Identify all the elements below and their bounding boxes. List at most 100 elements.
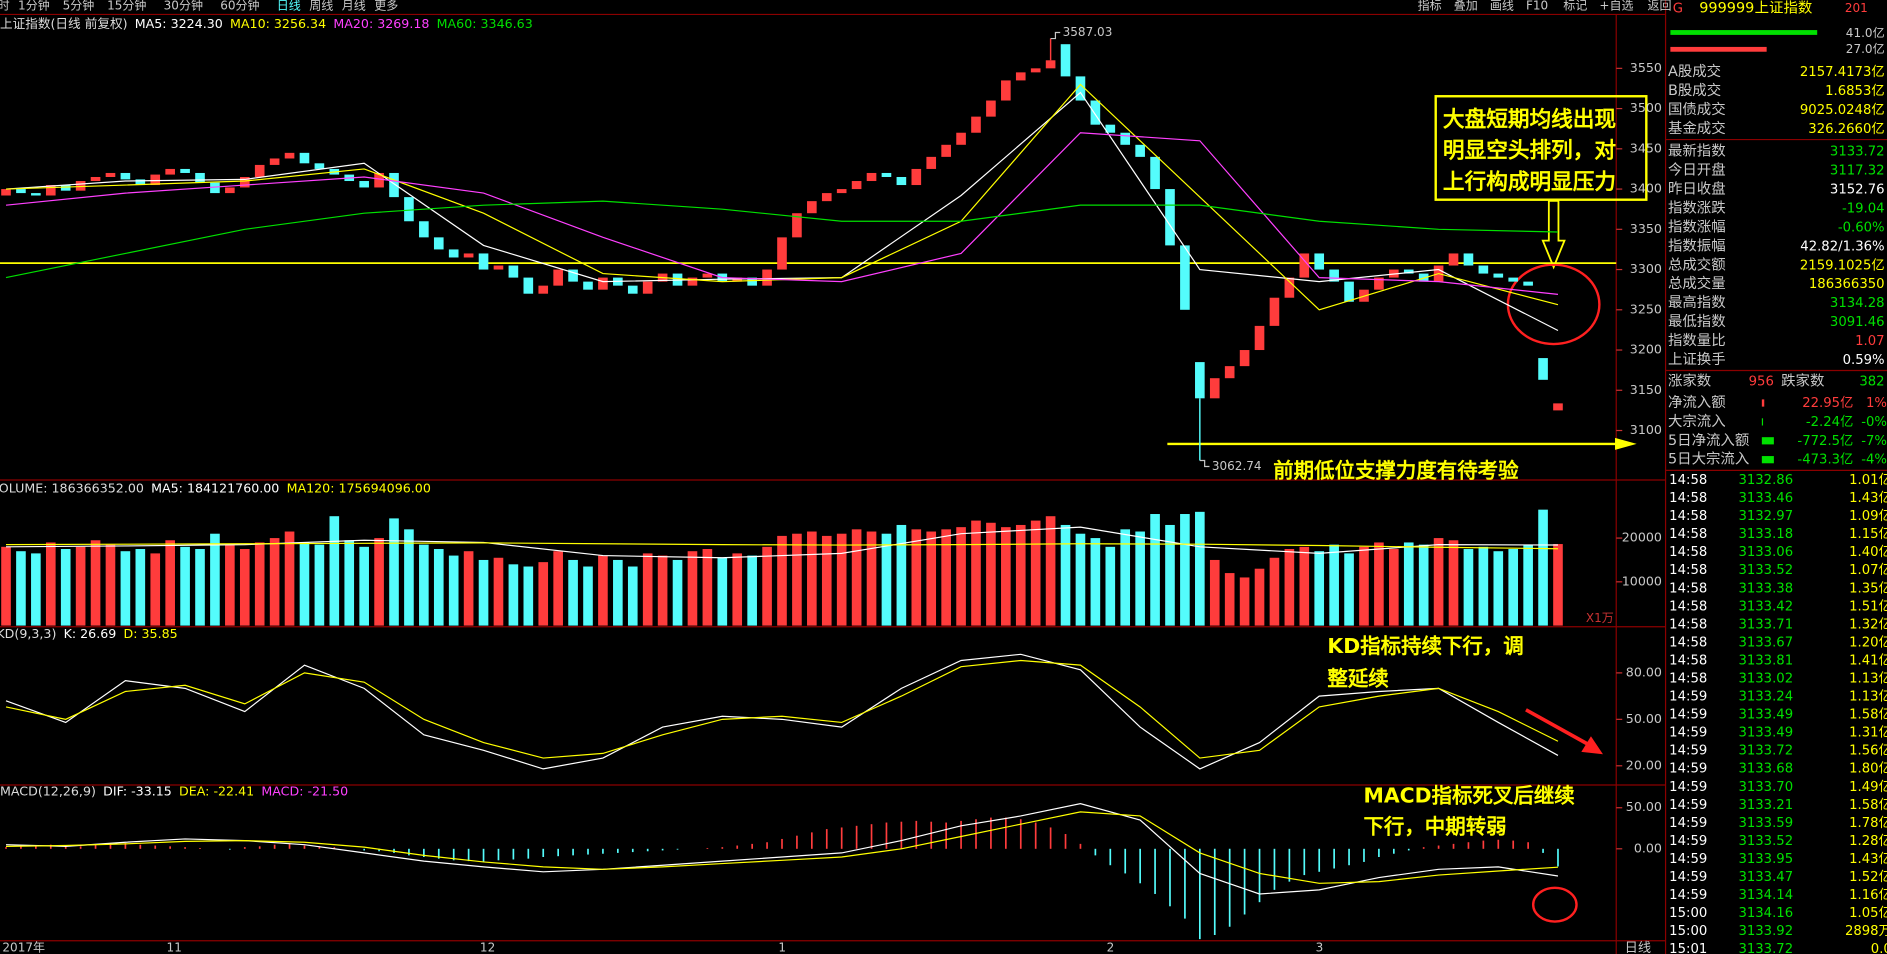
y-tick-label: 20000 [1622,530,1662,545]
candle-body [1224,366,1235,379]
tick-time: 14:59 [1669,726,1707,741]
candle-body [120,172,131,180]
candle-body [1120,132,1131,145]
flow-pct: -7% [1861,434,1887,449]
period-tab[interactable]: 分时 [0,0,10,13]
volume-bar [1165,524,1175,626]
volume-bar [672,559,683,626]
breadth-value: 382 [1859,374,1884,389]
y-tick-label: 3150 [1630,382,1662,397]
volume-bar [732,553,743,626]
tool-button[interactable]: 返回 [1648,0,1672,13]
candle-body [553,269,563,286]
circle [1531,886,1578,923]
annotation-text: 明显空头排列，对 [1443,138,1617,164]
volume-bar [45,542,56,626]
tick-time: 14:58 [1669,635,1707,650]
tick-time: 14:58 [1669,563,1707,578]
stat-value: 3091.46 [1830,315,1885,330]
arrow-head [1581,736,1603,755]
tick-price: 3133.18 [1738,527,1793,542]
stock-code: 999999 [1699,0,1754,16]
volume-bar [329,516,340,626]
volume-bar [1523,544,1533,626]
tick-volume: 1.01亿 [1849,472,1887,488]
stat-value: 1.07 [1855,334,1884,349]
volume-bar [1374,542,1384,626]
volume-bar [225,544,235,626]
period-tab[interactable]: 更多 [374,0,398,13]
tick-price: 3133.95 [1738,852,1793,867]
tool-button[interactable]: +自选 [1599,0,1633,13]
stat-value: 3152.76 [1830,182,1885,197]
stat-label: 今日开盘 [1668,161,1726,179]
tick-time: 14:59 [1669,852,1707,867]
candle-body [284,152,295,159]
period-label: 日线 [1625,940,1651,954]
tick-volume: 1.52亿 [1849,869,1887,885]
candle-body [777,237,787,270]
tick-price: 3133.24 [1738,690,1793,705]
tick-volume: 1.09亿 [1849,508,1887,524]
candle-body [448,249,459,258]
tool-button[interactable]: 叠加 [1454,0,1478,13]
flow-value: -473.3亿 [1797,452,1853,468]
candle-body [986,100,996,117]
stat-value: 2157.4173亿 [1800,64,1885,80]
volume-bar [1195,511,1205,626]
period-tab[interactable]: 周线 [309,0,333,13]
candle-body [254,164,265,177]
candle-body [836,189,847,194]
candle-body [1150,156,1160,190]
volume-bar [1359,546,1369,626]
volume-bar [1120,529,1131,626]
period-tab[interactable]: 日线 [277,0,301,13]
legend-item: MACD: -21.50 [261,783,348,798]
tool-button[interactable]: 标记 [1563,0,1587,13]
volume-bar [792,533,802,626]
tick-volume: 1.43亿 [1849,490,1887,506]
period-tab[interactable]: 1分钟 [18,0,50,13]
y-tick-label: 3300 [1630,261,1662,276]
period-tab[interactable]: 5分钟 [63,0,95,13]
tick-volume: 1.31亿 [1849,725,1887,741]
period-tab[interactable]: 30分钟 [164,0,203,13]
candle-body [225,187,235,194]
tool-button[interactable]: 指标 [1418,0,1442,13]
volume-bar [1299,546,1310,626]
tick-volume: 1.15亿 [1849,526,1887,542]
tool-button[interactable]: 画线 [1490,0,1514,13]
volume-bar [613,559,623,626]
candle-body [702,273,713,278]
volume-bar [1433,538,1444,626]
tick-time: 14:59 [1669,780,1707,795]
volume-bar [941,529,951,626]
candle-body [165,168,175,175]
period-tab[interactable]: 月线 [342,0,366,13]
tick-time: 14:59 [1669,762,1707,777]
y-tick-label: 3500 [1630,100,1662,115]
tick-price: 3133.52 [1738,563,1793,578]
x-tick-label: 2017年 [2,940,45,954]
candle-body [762,269,772,286]
volume-bar [642,553,653,626]
candle-body [523,277,534,294]
volume-bar [120,551,131,626]
period-tab[interactable]: 15分钟 [107,0,146,13]
tick-price: 3133.68 [1738,762,1793,777]
arrow-head [1615,437,1637,450]
volume-bar [389,518,399,626]
legend-item: D: 35.85 [124,625,178,640]
stat-label: 上证换手 [1668,351,1726,368]
candle-body [31,193,41,196]
tool-button[interactable]: F10 [1526,0,1548,13]
x-tick-label: 11 [167,940,182,954]
tick-time: 14:59 [1669,816,1707,831]
stat-value: 0.59% [1843,353,1885,368]
period-tab[interactable]: 60分钟 [220,0,259,13]
tick-time: 14:58 [1669,545,1707,560]
tick-volume: 1.05亿 [1849,905,1887,921]
volume-bar [1075,533,1086,626]
annotation-text: 大盘短期均线出现 [1443,106,1617,132]
